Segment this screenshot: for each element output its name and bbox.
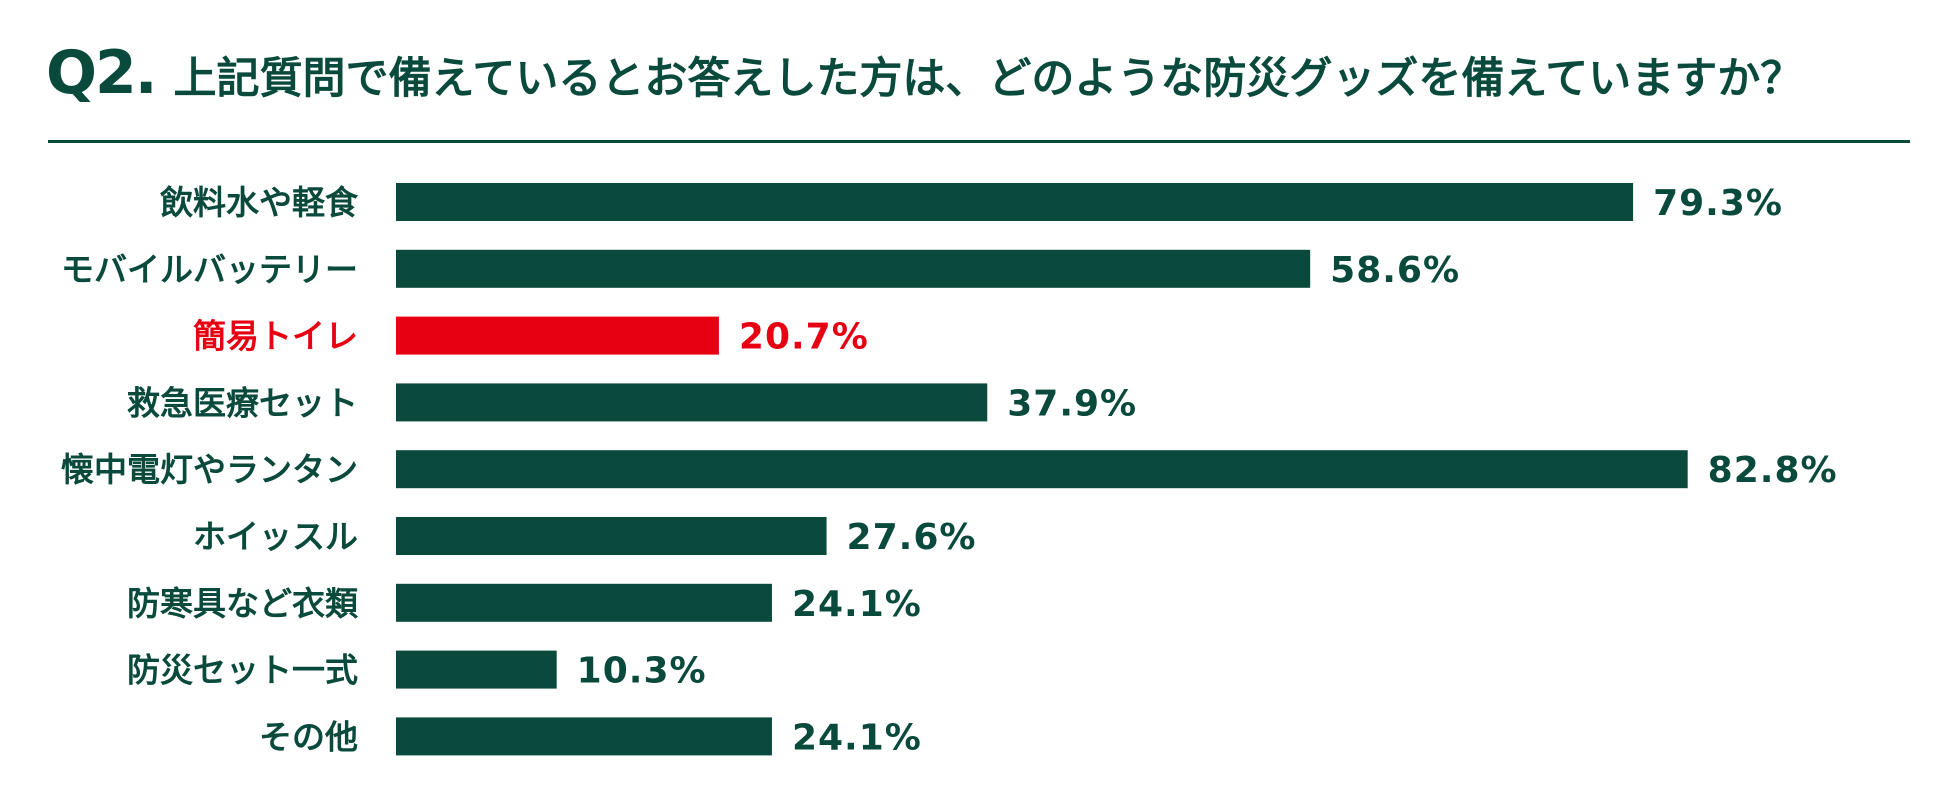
value-label: 10.3% [577, 651, 707, 692]
value-label: 79.3% [1653, 183, 1783, 224]
category-label: 簡易トイレ [193, 317, 358, 356]
bar [396, 650, 557, 689]
bar [396, 450, 1688, 489]
bar [396, 316, 719, 355]
category-label: 懐中電灯やランタン [61, 450, 358, 489]
category-label: その他 [259, 717, 358, 756]
question-text: 上記質問で備えているとお答えした方は、どのような防災グッズを備えていますか？ [173, 54, 1804, 104]
value-label: 20.7% [739, 317, 869, 358]
category-label: 飲料水や軽食 [160, 183, 359, 222]
chart-header: Q2. 上記質問で備えているとお答えした方は、どのような防災グッズを備えています… [46, 38, 1906, 108]
bar [396, 183, 1634, 221]
value-label: 58.6% [1330, 250, 1460, 291]
value-label: 27.6% [847, 517, 977, 558]
category-label: 救急医療セット [127, 383, 358, 422]
category-label: ホイッスル [193, 517, 358, 556]
bar [396, 517, 827, 555]
bar [396, 249, 1311, 288]
question-number: Q2. [46, 38, 158, 108]
bar [396, 583, 772, 622]
category-label: 防災セット一式 [127, 651, 358, 690]
title-divider [48, 140, 1910, 143]
bar [396, 717, 772, 756]
category-label: モバイルバッテリー [61, 250, 358, 289]
category-label: 防寒具など衣類 [127, 584, 359, 623]
value-label: 37.9% [1007, 383, 1137, 424]
value-label: 24.1% [792, 717, 922, 758]
value-label: 24.1% [792, 584, 922, 625]
bar [396, 383, 988, 422]
value-label: 82.8% [1708, 450, 1838, 491]
